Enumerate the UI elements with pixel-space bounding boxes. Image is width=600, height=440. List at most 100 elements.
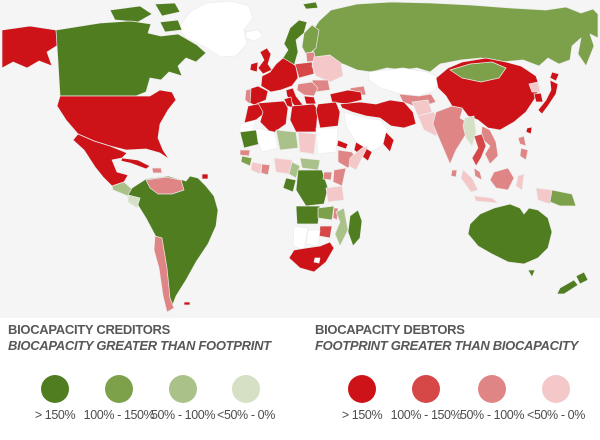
region-sudan[interactable] [315, 127, 339, 155]
world-map-svg [1, 0, 599, 313]
legend: BIOCAPACITY CREDITORS BIOCAPACITY GREATE… [0, 318, 600, 440]
region-central-african-republic[interactable] [299, 157, 321, 171]
region-somalia[interactable] [348, 145, 369, 171]
region-trinidad[interactable] [201, 173, 209, 180]
creditor-class-4: <50% - 0% [206, 375, 286, 422]
creditor-class-1: > 150% [15, 375, 95, 422]
region-afghanistan[interactable] [411, 99, 433, 117]
creditor-dot-1 [41, 375, 69, 403]
region-venezuela[interactable] [145, 176, 185, 195]
region-mali[interactable] [255, 127, 279, 153]
region-tanzania[interactable] [325, 185, 345, 203]
region-madagascar[interactable] [347, 209, 363, 247]
region-sumatra[interactable] [460, 169, 479, 193]
region-myanmar[interactable] [462, 115, 477, 147]
region-russia[interactable] [311, 1, 599, 73]
region-namibia[interactable] [292, 225, 309, 251]
region-kenya[interactable] [332, 167, 347, 187]
region-svalbard[interactable] [302, 1, 319, 10]
region-borneo[interactable] [489, 167, 515, 191]
region-finland[interactable] [301, 24, 320, 57]
region-turkey[interactable] [329, 89, 363, 105]
debtor-label-1: > 150% [341, 408, 383, 422]
region-new-zealand[interactable] [556, 271, 589, 295]
region-mexico[interactable] [72, 133, 129, 187]
region-greenland[interactable] [177, 0, 254, 58]
region-niger[interactable] [275, 129, 299, 151]
region-malaysia-peninsula[interactable] [473, 167, 483, 181]
debtors-title: BIOCAPACITY DEBTORS [315, 322, 465, 337]
creditor-class-3: 50% - 100% [143, 375, 223, 422]
region-india[interactable] [432, 105, 471, 165]
debtor-label-4: <50% - 0% [527, 408, 585, 422]
region-philippines[interactable] [517, 135, 529, 161]
region-zambia[interactable] [317, 205, 335, 221]
region-ecuador[interactable] [127, 194, 141, 209]
region-zimbabwe[interactable] [318, 225, 333, 239]
region-falkland-islands[interactable] [183, 301, 191, 306]
region-iceland[interactable] [245, 29, 264, 42]
region-taiwan[interactable] [525, 126, 533, 135]
region-hispaniola[interactable] [151, 167, 163, 174]
debtor-label-2: 100% - 150% [390, 408, 462, 422]
region-uganda[interactable] [322, 171, 333, 181]
region-chile[interactable] [153, 235, 175, 313]
creditor-label-4: <50% - 0% [217, 408, 275, 422]
region-mongolia[interactable] [449, 61, 507, 83]
region-west-new-guinea[interactable] [535, 187, 553, 205]
region-greece[interactable] [303, 95, 317, 105]
creditor-label-3: 50% - 100% [150, 408, 216, 422]
region-tasmania[interactable] [527, 269, 536, 278]
region-botswana[interactable] [305, 229, 321, 247]
region-south-america[interactable] [127, 175, 219, 313]
region-dr-congo[interactable] [295, 169, 329, 207]
debtor-class-1: > 150% [322, 375, 402, 422]
region-ireland[interactable] [249, 61, 259, 73]
region-south-africa[interactable] [288, 241, 335, 273]
region-south-korea[interactable] [533, 92, 544, 103]
region-japan[interactable] [537, 71, 560, 115]
region-united-kingdom[interactable] [257, 47, 273, 75]
region-egypt[interactable] [315, 101, 341, 129]
region-cuba[interactable] [120, 157, 151, 170]
creditors-subtitle: BIOCAPACITY GREATER THAN FOOTPRINT [8, 338, 271, 354]
world-map [1, 0, 599, 313]
region-papua-new-guinea[interactable] [549, 189, 577, 207]
creditors-title: BIOCAPACITY CREDITORS [8, 322, 170, 337]
region-java[interactable] [473, 195, 499, 204]
region-angola[interactable] [295, 205, 321, 225]
region-ivory-coast[interactable] [250, 161, 263, 175]
region-australia[interactable] [467, 203, 553, 265]
region-algeria[interactable] [257, 100, 289, 135]
region-guinea[interactable] [240, 155, 253, 167]
region-chad[interactable] [297, 131, 317, 155]
region-iraq-iran-levant[interactable] [339, 99, 417, 129]
region-ukraine-belarus[interactable] [311, 54, 344, 83]
region-kazakhstan[interactable] [367, 67, 441, 97]
region-lesotho[interactable] [313, 257, 321, 264]
debtor-dot-2 [412, 375, 440, 403]
region-norway-sweden[interactable] [282, 19, 308, 71]
region-balkans[interactable] [296, 81, 319, 97]
region-portugal[interactable] [244, 88, 252, 105]
region-alaska[interactable] [1, 25, 59, 69]
region-thailand[interactable] [471, 133, 487, 167]
region-libya[interactable] [289, 103, 319, 133]
debtor-dot-3 [478, 375, 506, 403]
region-sulawesi[interactable] [515, 173, 525, 191]
region-eritrea[interactable] [336, 139, 349, 150]
region-oman[interactable] [382, 131, 395, 153]
region-congo-gabon[interactable] [282, 177, 297, 193]
debtor-label-3: 50% - 100% [459, 408, 525, 422]
region-malawi[interactable] [332, 207, 339, 221]
creditor-dot-4 [232, 375, 260, 403]
region-ghana[interactable] [260, 163, 271, 176]
region-canada[interactable] [55, 20, 207, 97]
creditors-legend-title-block: BIOCAPACITY CREDITORS BIOCAPACITY GREATE… [8, 322, 271, 355]
region-sri-lanka[interactable] [450, 169, 458, 178]
region-poland[interactable] [294, 61, 315, 79]
creditor-class-2: 100% - 150% [79, 375, 159, 422]
region-mozambique[interactable] [334, 207, 349, 247]
region-north-korea[interactable] [528, 81, 541, 93]
region-senegal[interactable] [239, 149, 251, 157]
